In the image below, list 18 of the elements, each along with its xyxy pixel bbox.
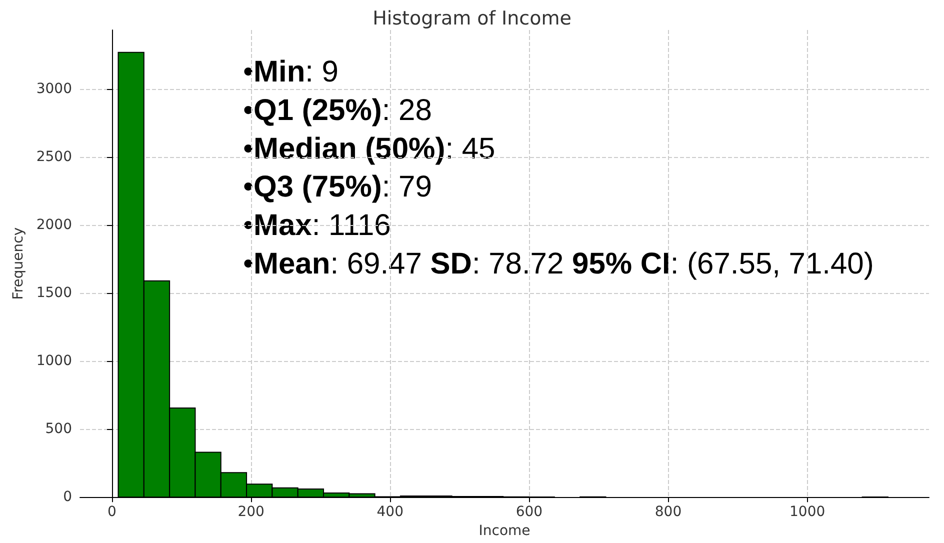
y-tick-label: 1500	[36, 285, 72, 302]
x-tick-label: 600	[516, 504, 543, 520]
x-tick-label: 800	[654, 504, 682, 520]
y-axis-title: Frequency	[10, 227, 26, 300]
y-tick-label: 0	[63, 489, 72, 506]
chart-title: Histogram of Income	[372, 8, 572, 30]
annotation: •Mean: 69.47 SD: 78.72 95% CI: (67.55, 71.40)	[243, 248, 874, 280]
annotation: •Min: 9	[243, 56, 339, 88]
y-tick-label: 2500	[36, 149, 72, 166]
y-tick-label: 2000	[36, 217, 72, 234]
x-tick-label: 1000	[789, 504, 826, 520]
x-tick-label: 400	[376, 504, 404, 520]
x-tick-label: 200	[238, 504, 264, 520]
x-axis-title: Income	[478, 523, 530, 539]
x-tick-label: 0	[108, 504, 116, 520]
y-tick-label: 500	[45, 421, 72, 438]
y-tick-label: 1000	[36, 353, 72, 370]
y-tick-label: 3000	[36, 81, 72, 98]
